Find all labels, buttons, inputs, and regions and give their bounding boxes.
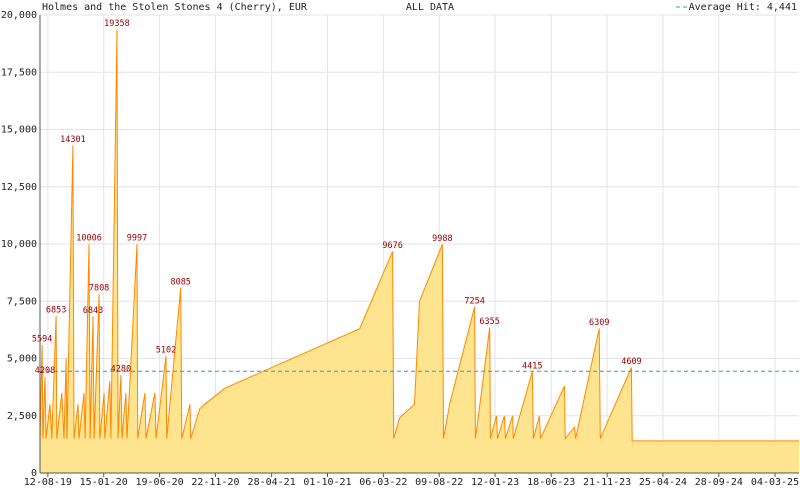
y-tick-label: 2,500 <box>7 411 37 422</box>
x-tick-label: 01-10-21 <box>303 477 351 488</box>
x-tick-label: 18-06-23 <box>527 477 575 488</box>
x-tick-label: 09-08-22 <box>415 477 463 488</box>
x-tick-label: 06-03-22 <box>359 477 407 488</box>
peak-label: 19358 <box>104 19 130 29</box>
peak-label: 6853 <box>46 306 66 316</box>
x-tick-label: 22-11-20 <box>191 477 239 488</box>
y-tick-label: 15,000 <box>1 125 37 136</box>
peak-label: 6843 <box>83 306 103 316</box>
y-tick-label: 17,500 <box>1 67 37 78</box>
peak-label: 4208 <box>35 366 55 376</box>
peak-label: 14301 <box>60 135 86 145</box>
y-tick-label: 12,500 <box>1 182 37 193</box>
chart-subtitle: ALL DATA <box>406 2 454 13</box>
peak-label: 9997 <box>127 234 147 244</box>
y-tick-label: 0 <box>31 468 37 479</box>
peak-label: 7254 <box>464 296 484 306</box>
x-tick-label: 21-11-23 <box>583 477 631 488</box>
line <box>39 29 799 442</box>
peak-label: 9988 <box>432 234 452 244</box>
peak-label: 4609 <box>621 357 641 367</box>
peak-label: 6309 <box>589 318 609 328</box>
peak-label: 4280 <box>111 364 131 374</box>
peak-label: 4415 <box>522 361 542 371</box>
peak-label: 5102 <box>156 346 176 356</box>
peak-label: 10006 <box>76 233 102 243</box>
x-tick-label: 04-03-25 <box>751 477 799 488</box>
y-tick-label: 5,000 <box>7 354 37 365</box>
x-tick-label: 15-01-20 <box>80 477 128 488</box>
x-tick-label: 28-09-24 <box>695 477 743 488</box>
area <box>40 29 799 473</box>
x-tick-label: 12-01-23 <box>471 477 519 488</box>
peak-label: 5594 <box>32 334 52 344</box>
legend-label: Average Hit: 4,441 <box>689 2 797 13</box>
y-tick-label: 7,500 <box>7 296 37 307</box>
peak-label: 7808 <box>89 284 109 294</box>
chart-title: Holmes and the Stolen Stones 4 (Cherry),… <box>42 2 308 13</box>
y-tick-label: 20,000 <box>1 10 37 21</box>
y-tick-label: 10,000 <box>1 239 37 250</box>
peak-label: 9676 <box>382 241 402 251</box>
x-tick-label: 28-04-21 <box>248 477 296 488</box>
x-tick-label: 25-04-24 <box>639 477 687 488</box>
x-tick-label: 12-08-19 <box>24 477 72 488</box>
peak-label: 6355 <box>479 317 499 327</box>
peak-label: 8085 <box>170 277 190 287</box>
x-tick-label: 19-06-20 <box>135 477 183 488</box>
